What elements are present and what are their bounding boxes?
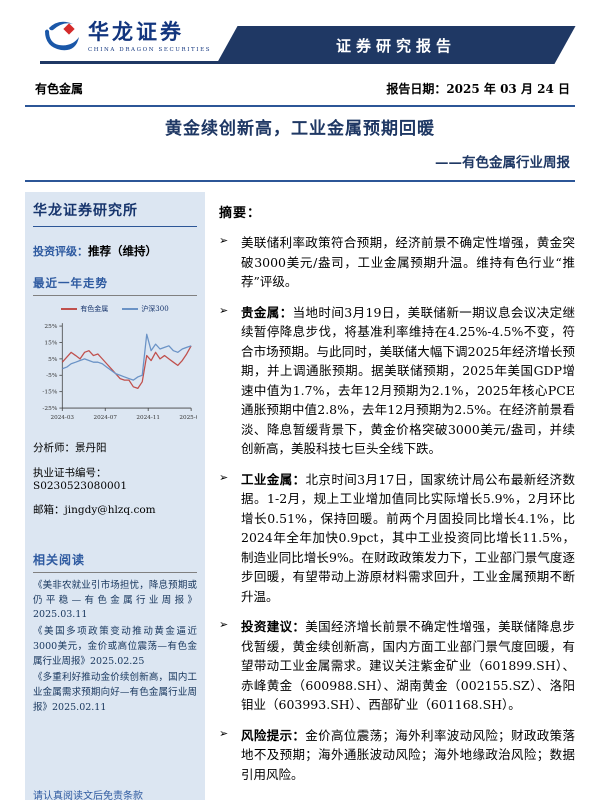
report-type-banner: 证券研究报告 [216, 26, 576, 64]
report-type-label: 证券研究报告 [335, 36, 456, 55]
bullet-arrow-icon: ➢ [219, 618, 229, 631]
meta-row: 有色金属 报告日期：2025 年 03 月 24 日 [35, 80, 570, 97]
analyst-line: 分析师：景丹阳 [33, 442, 107, 454]
chart-line [61, 345, 192, 389]
sidebar: 华龙证券研究所 投资评级：推荐（维持） 最近一年走势 有色金属 沪深300 25… [25, 192, 205, 800]
legend-swatch-blue [122, 308, 139, 310]
legend-swatch-red [61, 308, 78, 310]
content-area: 华龙证券研究所 投资评级：推荐（维持） 最近一年走势 有色金属 沪深300 25… [25, 182, 575, 800]
y-tick-label: -5% [46, 373, 58, 379]
trend-heading: 最近一年走势 [33, 275, 197, 296]
header-underline [40, 61, 222, 64]
bullet-label: 投资建议： [241, 619, 306, 634]
legend-label-index: 沪深300 [141, 305, 169, 313]
legend-item-sector: 有色金属 [61, 304, 108, 314]
bullet-text: 投资建议：美国经济增长前景不确定性增强，美联储降息步伐暂缓，黄金续创新高，国内方… [241, 617, 575, 715]
bullet-label: 工业金属： [241, 471, 306, 487]
rating-value: 推荐（维持） [88, 244, 157, 258]
industry-category: 有色金属 [35, 82, 84, 96]
summary-bullet: ➢ 美联储利率政策符合预期，经济前景不确定性增强，黄金突破3000美元/盎司，工… [219, 233, 575, 292]
bullet-body: 美联储利率政策符合预期，经济前景不确定性增强，黄金突破3000美元/盎司，工业金… [241, 235, 575, 289]
y-tick-label: -15% [42, 390, 57, 396]
brand-name-en: CHINA DRAGON SECURITIES [88, 47, 212, 53]
brand-name-cn: 华龙证券 [88, 19, 184, 44]
legend-label-sector: 有色金属 [80, 305, 109, 313]
company-logo-icon [45, 21, 79, 50]
bullet-label: 风险提示： [241, 727, 306, 743]
email-line[interactable]: 邮箱：jingdy@hlzq.com [33, 504, 156, 516]
y-tick-label: 15% [44, 340, 57, 346]
related-item[interactable]: 《美非农就业引市场担忧，降息预期或仍平稳—有色金属行业周报》2025.03.11 [33, 580, 197, 621]
related-item[interactable]: 《多重利好推动金价续创新高，国内工业金属需求预期向好—有色金属行业周报》2025… [33, 672, 197, 713]
divider-title [25, 180, 575, 182]
related-heading: 相关阅读 [33, 551, 197, 573]
chart-line [62, 333, 192, 381]
x-tick-label: 2024-07 [93, 415, 117, 421]
summary-bullet: ➢ 风险提示：金价高位震荡；海外利率波动风险；财政政策落地不及预期；海外通胀波动… [219, 726, 575, 785]
bullet-text: 贵金属：当地时间3月19日，美联储新一期议息会议决定继续暂停降息步伐，将基准利率… [241, 303, 575, 459]
report-date: 报告日期：2025 年 03 月 24 日 [386, 82, 570, 96]
rating-label: 投资评级： [33, 245, 88, 258]
bullet-body: 金价高位震荡；海外利率波动风险；财政政策落地不及预期；海外通胀波动风险；海外地缘… [241, 727, 575, 782]
y-tick-label: 25% [44, 324, 57, 330]
related-list: 《美非农就业引市场担忧，降息预期或仍平稳—有色金属行业周报》2025.03.11… [33, 579, 197, 715]
bullet-label: 贵金属： [241, 304, 293, 320]
bullet-arrow-icon: ➢ [219, 234, 229, 247]
bullet-text: 风险提示：金价高位震荡；海外利率波动风险；财政政策落地不及预期；海外通胀波动风险… [241, 726, 575, 785]
summary-bullet: ➢ 工业金属：北京时间3月17日，国家统计局公布最新经济数据。1-2月，规上工业… [219, 470, 575, 607]
summary-bullet: ➢ 贵金属：当地时间3月19日，美联储新一期议息会议决定继续暂停降息步伐，将基准… [219, 303, 575, 459]
trend-chart-box: 有色金属 沪深300 25% 15% 5% -5% -15% -25% 2024-03 202… [33, 304, 197, 424]
summary-column: 摘要： ➢ 美联储利率政策符合预期，经济前景不确定性增强，黄金突破3000美元/… [205, 182, 575, 800]
bullet-body: 当地时间3月19日，美联储新一期议息会议决定继续暂停降息步伐，将基准利率维持在4… [241, 304, 575, 457]
y-tick-label: -25% [42, 406, 57, 412]
legend-item-index: 沪深300 [122, 304, 169, 314]
x-tick-label: 2025-03 [179, 415, 197, 421]
x-tick-label: 2024-03 [51, 415, 75, 421]
footer-disclaimer: 请认真阅读文后免责条款 [33, 791, 143, 800]
summary-heading: 摘要： [219, 206, 262, 221]
company-logo: 华龙证券 CHINA DRAGON SECURITIES [42, 16, 211, 53]
divider-top [25, 105, 575, 107]
institute-heading: 华龙证券研究所 [33, 200, 197, 227]
bullet-arrow-icon: ➢ [219, 303, 229, 317]
rating-line: 投资评级：推荐（维持） [33, 243, 197, 259]
license-line: 执业证书编号：S0230523080001 [33, 467, 128, 492]
page-title: 黄金续创新高，工业金属预期回暖 [165, 119, 435, 139]
bullet-body: 美国经济增长前景不确定性增强，美联储降息步伐暂缓，黄金续创新高，国内方面工业部门… [241, 619, 575, 712]
y-tick-label: 5% [48, 357, 58, 363]
bullet-text: 美联储利率政策符合预期，经济前景不确定性增强，黄金突破3000美元/盎司，工业金… [241, 233, 575, 292]
page-subtitle: ——有色金属行业周报 [435, 155, 570, 171]
bullet-arrow-icon: ➢ [219, 470, 229, 484]
related-item[interactable]: 《美国多项政策变动推动黄金逼近3000美元，金价或高位震荡—有色金属行业周报》2… [33, 626, 197, 667]
bullet-body: 北京时间3月17日，国家统计局公布最新经济数据。1-2月，规上工业增加值同比实际… [241, 471, 575, 604]
chart-legend: 有色金属 沪深300 [33, 304, 197, 314]
summary-bullet: ➢ 投资建议：美国经济增长前景不确定性增强，美联储降息步伐暂缓，黄金续创新高，国… [219, 617, 575, 715]
brand-text: 华龙证券 CHINA DRAGON SECURITIES [88, 16, 211, 53]
trend-chart: 25% 15% 5% -5% -15% -25% 2024-03 2024-07 2024-11… [42, 323, 197, 421]
bullet-text: 工业金属：北京时间3月17日，国家统计局公布最新经济数据。1-2月，规上工业增加… [241, 470, 575, 607]
analyst-block: 分析师：景丹阳 执业证书编号：S0230523080001 邮箱：jingdy@… [33, 440, 197, 517]
x-tick-label: 2024-11 [136, 415, 160, 421]
logo-diamond [63, 22, 75, 35]
bullet-arrow-icon: ➢ [219, 726, 229, 740]
